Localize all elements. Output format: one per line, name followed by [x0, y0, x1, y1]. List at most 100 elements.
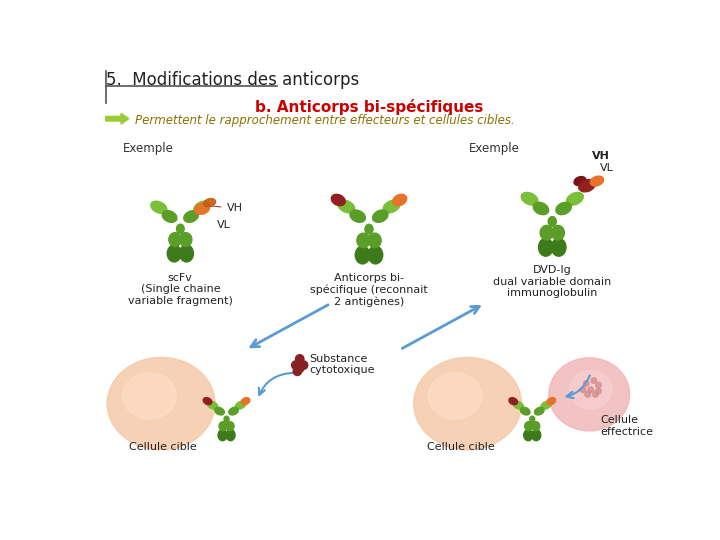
Ellipse shape: [521, 407, 530, 415]
Ellipse shape: [226, 430, 235, 441]
Circle shape: [593, 392, 598, 397]
Ellipse shape: [338, 200, 355, 213]
Ellipse shape: [204, 199, 216, 207]
Text: Substance
cytotoxique: Substance cytotoxique: [309, 354, 374, 375]
Ellipse shape: [393, 194, 407, 206]
Circle shape: [595, 389, 601, 394]
Text: Anticorps bi-
spécifique (reconnait
2 antigènes): Anticorps bi- spécifique (reconnait 2 an…: [310, 273, 428, 307]
Ellipse shape: [428, 373, 482, 419]
Ellipse shape: [194, 203, 210, 214]
Circle shape: [580, 387, 586, 393]
Circle shape: [292, 361, 300, 369]
Ellipse shape: [521, 192, 538, 205]
Ellipse shape: [552, 226, 564, 240]
Ellipse shape: [570, 370, 612, 409]
Ellipse shape: [547, 397, 556, 404]
Ellipse shape: [552, 238, 566, 256]
Ellipse shape: [513, 401, 523, 409]
Ellipse shape: [368, 246, 383, 264]
Ellipse shape: [179, 245, 194, 262]
Ellipse shape: [590, 176, 603, 186]
Circle shape: [293, 367, 302, 375]
Circle shape: [593, 392, 598, 397]
Circle shape: [300, 361, 307, 369]
Text: Cellule cible: Cellule cible: [129, 442, 197, 452]
Ellipse shape: [534, 407, 544, 415]
Ellipse shape: [574, 177, 586, 186]
Ellipse shape: [224, 416, 229, 422]
Ellipse shape: [229, 407, 238, 415]
Ellipse shape: [179, 233, 192, 247]
Ellipse shape: [176, 224, 184, 233]
Ellipse shape: [218, 430, 227, 441]
Ellipse shape: [523, 430, 533, 441]
Text: VL: VL: [217, 220, 231, 229]
Ellipse shape: [122, 373, 176, 419]
Circle shape: [588, 387, 593, 393]
Text: Cellule cible: Cellule cible: [427, 442, 495, 452]
Ellipse shape: [365, 224, 373, 234]
Circle shape: [588, 387, 593, 393]
Circle shape: [295, 364, 304, 373]
Ellipse shape: [235, 401, 246, 409]
Text: Permettent le rapprochement entre effecteurs et cellules cibles.: Permettent le rapprochement entre effect…: [135, 114, 515, 127]
Circle shape: [583, 381, 589, 386]
Ellipse shape: [241, 397, 250, 404]
Circle shape: [595, 389, 601, 394]
Ellipse shape: [150, 201, 167, 213]
Ellipse shape: [107, 357, 215, 450]
Ellipse shape: [203, 397, 212, 404]
Circle shape: [595, 382, 601, 388]
Ellipse shape: [162, 211, 177, 222]
Ellipse shape: [184, 211, 199, 222]
Circle shape: [580, 387, 586, 393]
Ellipse shape: [215, 407, 225, 415]
Ellipse shape: [549, 358, 630, 431]
Ellipse shape: [567, 192, 583, 205]
Text: Exemple: Exemple: [122, 142, 174, 155]
Ellipse shape: [194, 201, 210, 213]
Ellipse shape: [530, 416, 535, 422]
Ellipse shape: [219, 422, 227, 431]
Ellipse shape: [167, 245, 181, 262]
Text: VL: VL: [600, 164, 614, 173]
Ellipse shape: [532, 422, 540, 431]
Circle shape: [591, 378, 597, 383]
Ellipse shape: [414, 357, 521, 450]
Ellipse shape: [368, 233, 381, 248]
Ellipse shape: [509, 397, 518, 404]
Ellipse shape: [355, 246, 370, 264]
Text: VH: VH: [210, 203, 243, 213]
Ellipse shape: [350, 210, 365, 222]
Text: 5.  Modifications des anticorps: 5. Modifications des anticorps: [106, 71, 359, 89]
Text: DVD-Ig
dual variable domain
immunoglobulin: DVD-Ig dual variable domain immunoglobul…: [493, 265, 611, 298]
Circle shape: [585, 392, 590, 397]
Ellipse shape: [207, 401, 217, 409]
Ellipse shape: [579, 179, 595, 192]
Ellipse shape: [525, 422, 533, 431]
Ellipse shape: [540, 226, 553, 240]
Circle shape: [591, 378, 597, 383]
Text: scFv
(Single chaine
variable fragment): scFv (Single chaine variable fragment): [128, 273, 233, 306]
Ellipse shape: [168, 233, 181, 247]
Ellipse shape: [226, 422, 234, 431]
Ellipse shape: [541, 401, 552, 409]
Text: Cellule
effectrice: Cellule effectrice: [600, 415, 653, 437]
Ellipse shape: [357, 233, 370, 248]
Ellipse shape: [373, 210, 388, 222]
Circle shape: [583, 381, 589, 386]
Circle shape: [295, 355, 304, 363]
Ellipse shape: [532, 430, 541, 441]
Polygon shape: [106, 113, 129, 124]
Text: VH: VH: [593, 151, 610, 161]
Ellipse shape: [556, 202, 571, 214]
Circle shape: [595, 382, 601, 388]
Ellipse shape: [548, 217, 557, 226]
Ellipse shape: [539, 238, 553, 256]
Text: b. Anticorps bi-spécifiques: b. Anticorps bi-spécifiques: [255, 99, 483, 114]
Circle shape: [585, 392, 590, 397]
Ellipse shape: [534, 202, 549, 214]
Ellipse shape: [383, 200, 400, 213]
Ellipse shape: [331, 194, 345, 206]
Text: Exemple: Exemple: [469, 142, 520, 155]
